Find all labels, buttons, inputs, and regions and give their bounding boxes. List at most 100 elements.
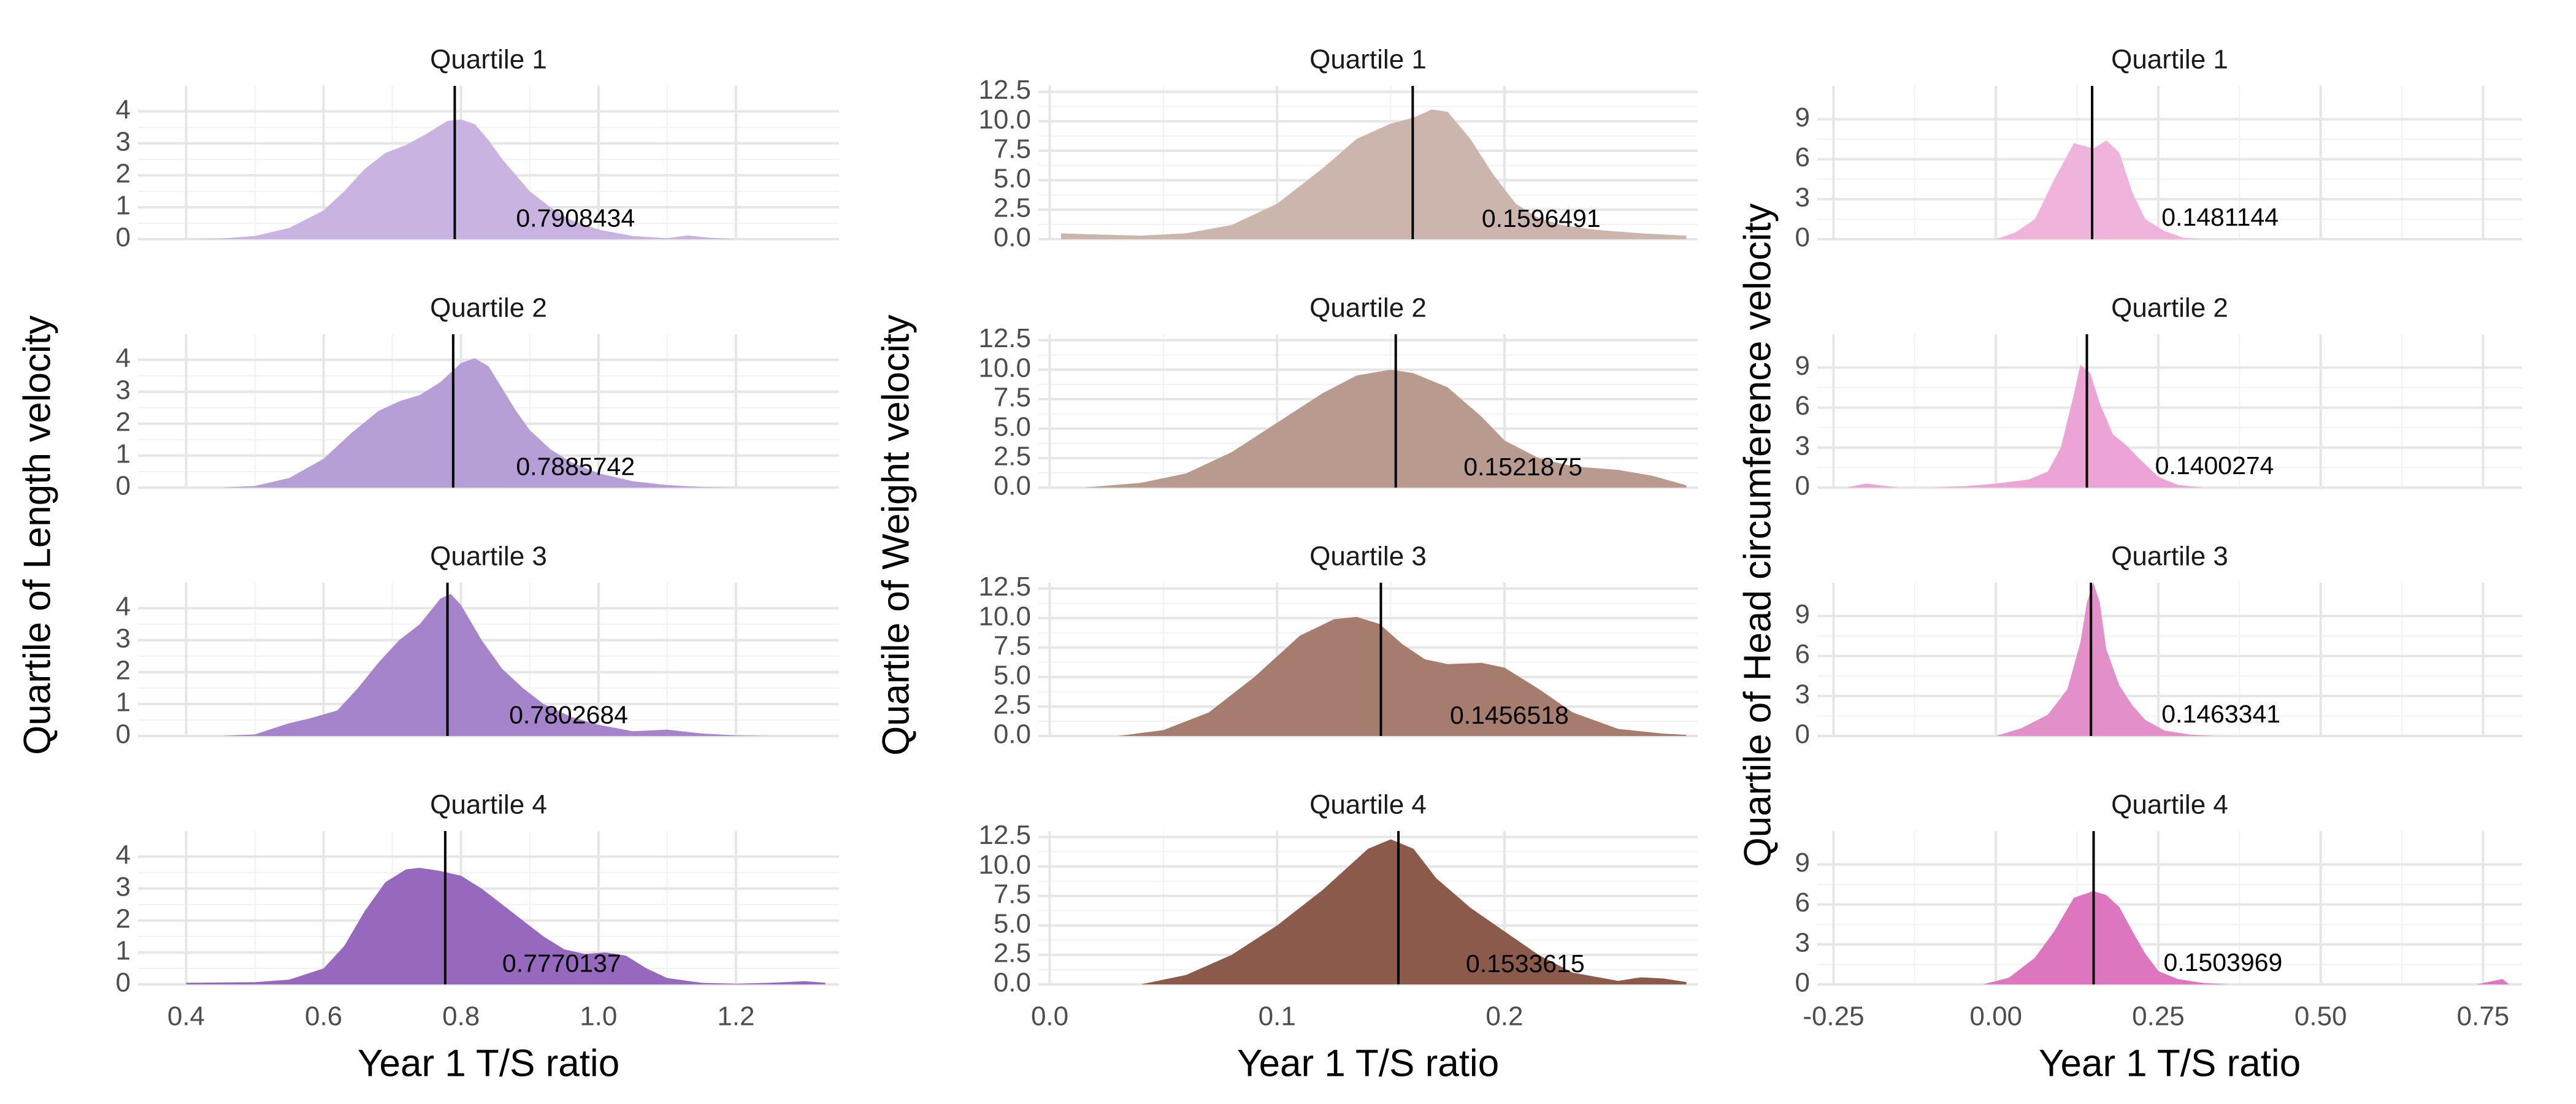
density-area xyxy=(1117,616,1687,736)
density-area xyxy=(186,867,826,984)
y-tick-label: 0 xyxy=(1795,471,1810,501)
y-tick-label: 0.0 xyxy=(994,223,1031,253)
y-tick-label: 0.0 xyxy=(994,968,1031,998)
y-tick-label: 3 xyxy=(1795,431,1810,461)
x-tick-label: -0.25 xyxy=(1803,1002,1864,1032)
facet-panel-q4: 0.1503969 Quartile 4 0 3 6 9 xyxy=(1795,790,2522,998)
mean-value-label: 0.7770137 xyxy=(502,949,621,978)
facet-title: Quartile 1 xyxy=(430,45,547,75)
y-tick-label: 3 xyxy=(1795,927,1810,957)
y-tick-label: 4 xyxy=(116,94,131,125)
y-tick-label: 10.0 xyxy=(978,849,1031,880)
facet-title: Quartile 3 xyxy=(2111,542,2228,572)
density-area xyxy=(186,119,770,239)
facet-title: Quartile 4 xyxy=(430,790,547,820)
facet-title: Quartile 1 xyxy=(1309,45,1427,75)
y-tick-label: 2 xyxy=(116,407,131,437)
y-tick-label: 1 xyxy=(116,936,131,966)
y-tick-label: 6 xyxy=(1795,142,1810,172)
density-area xyxy=(1084,369,1687,488)
y-tick-label: 10.0 xyxy=(978,353,1031,383)
facet-panel-q3: 0.1463341 Quartile 3 0 3 6 9 xyxy=(1795,542,2522,749)
y-tick-label: 0 xyxy=(116,968,131,998)
x-tick-label: 0.1 xyxy=(1259,1002,1296,1032)
y-tick-label: 3 xyxy=(116,375,131,405)
x-axis-title: Year 1 T/S ratio xyxy=(2039,1042,2301,1084)
y-tick-label: 7.5 xyxy=(994,879,1031,909)
y-tick-label: 2.5 xyxy=(994,193,1031,223)
y-tick-label: 2 xyxy=(116,158,131,188)
facet-title: Quartile 1 xyxy=(2111,45,2228,75)
mean-value-label: 0.1521875 xyxy=(1463,453,1582,481)
x-tick-label: 0.0 xyxy=(1031,1002,1068,1032)
mean-value-label: 0.1596491 xyxy=(1482,204,1601,232)
facet-panel-q4: 0.1533615 Quartile 4 0.02.55.07.510.012.5 xyxy=(978,790,1698,998)
density-area xyxy=(220,594,770,736)
x-axis-title: Year 1 T/S ratio xyxy=(358,1042,619,1084)
y-tick-label: 12.5 xyxy=(978,572,1031,602)
x-tick-label: 0.6 xyxy=(305,1002,342,1032)
mean-value-label: 0.7885742 xyxy=(516,453,635,481)
density-area xyxy=(1983,891,2509,984)
density-area xyxy=(1996,583,2217,736)
y-tick-label: 9 xyxy=(1795,848,1810,878)
y-tick-label: 5.0 xyxy=(994,908,1031,938)
density-area xyxy=(220,358,736,488)
facet-panel-q3: 0.1456518 Quartile 3 0.02.55.07.510.012.5 xyxy=(978,542,1698,749)
y-tick-label: 0 xyxy=(1795,719,1810,749)
y-axis-title: Quartile of Weight velocity xyxy=(875,315,917,756)
y-tick-label: 0 xyxy=(116,471,131,501)
y-tick-label: 12.5 xyxy=(978,75,1031,105)
y-tick-label: 0.0 xyxy=(994,471,1031,501)
density-area xyxy=(1996,140,2204,239)
y-tick-label: 2 xyxy=(116,903,131,933)
facet-panel-q2: 0.1400274 Quartile 2 0 3 6 9 xyxy=(1795,293,2522,501)
y-tick-label: 6 xyxy=(1795,887,1810,918)
y-tick-label: 2.5 xyxy=(994,442,1031,472)
y-tick-label: 0 xyxy=(1795,968,1810,998)
density-area xyxy=(1140,839,1687,984)
y-tick-label: 7.5 xyxy=(994,631,1031,661)
y-tick-label: 3 xyxy=(1795,182,1810,212)
facet-title: Quartile 2 xyxy=(2111,293,2228,323)
y-tick-label: 7.5 xyxy=(994,134,1031,164)
x-tick-label: 0.75 xyxy=(2457,1002,2510,1032)
y-tick-label: 6 xyxy=(1795,639,1810,669)
facet-panel-q1: 0.1481144 Quartile 1 0 3 6 9 xyxy=(1795,45,2522,253)
chart-column-3: 0.1481144 Quartile 1 0 3 6 9 0.1400274 Quartile… xyxy=(1736,45,2522,1084)
x-tick-label: 0.8 xyxy=(442,1002,480,1032)
y-axis-title: Quartile of Length velocity xyxy=(16,315,58,755)
y-tick-label: 5.0 xyxy=(994,660,1031,690)
y-tick-label: 7.5 xyxy=(994,382,1031,412)
y-tick-label: 9 xyxy=(1795,102,1810,132)
y-tick-label: 3 xyxy=(116,872,131,902)
y-tick-label: 6 xyxy=(1795,391,1810,421)
y-axis-title: Quartile of Head circumference velocity xyxy=(1736,203,1779,867)
mean-value-label: 0.1400274 xyxy=(2155,451,2274,480)
y-tick-label: 5.0 xyxy=(994,412,1031,442)
y-tick-label: 0 xyxy=(116,719,131,749)
y-tick-label: 2.5 xyxy=(994,690,1031,720)
facet-title: Quartile 3 xyxy=(430,542,547,572)
density-area xyxy=(1061,109,1687,239)
y-tick-label: 10.0 xyxy=(978,104,1031,134)
facet-title: Quartile 3 xyxy=(1309,542,1427,572)
x-tick-label: 1.0 xyxy=(580,1002,617,1032)
x-axis-title: Year 1 T/S ratio xyxy=(1237,1042,1499,1084)
y-tick-label: 1 xyxy=(116,688,131,718)
mean-value-label: 0.1456518 xyxy=(1450,701,1569,729)
mean-value-label: 0.7908434 xyxy=(516,204,635,232)
density-area xyxy=(1846,365,2204,488)
x-tick-label: 0.2 xyxy=(1485,1002,1523,1032)
mean-value-label: 0.7802684 xyxy=(509,701,628,729)
y-tick-label: 1 xyxy=(116,191,131,221)
x-tick-label: 0.00 xyxy=(1969,1002,2022,1032)
facet-title: Quartile 4 xyxy=(2111,790,2228,820)
facet-panel-q2: 0.1521875 Quartile 2 0.02.55.07.510.012.5 xyxy=(978,293,1698,501)
y-tick-label: 2.5 xyxy=(994,938,1031,968)
